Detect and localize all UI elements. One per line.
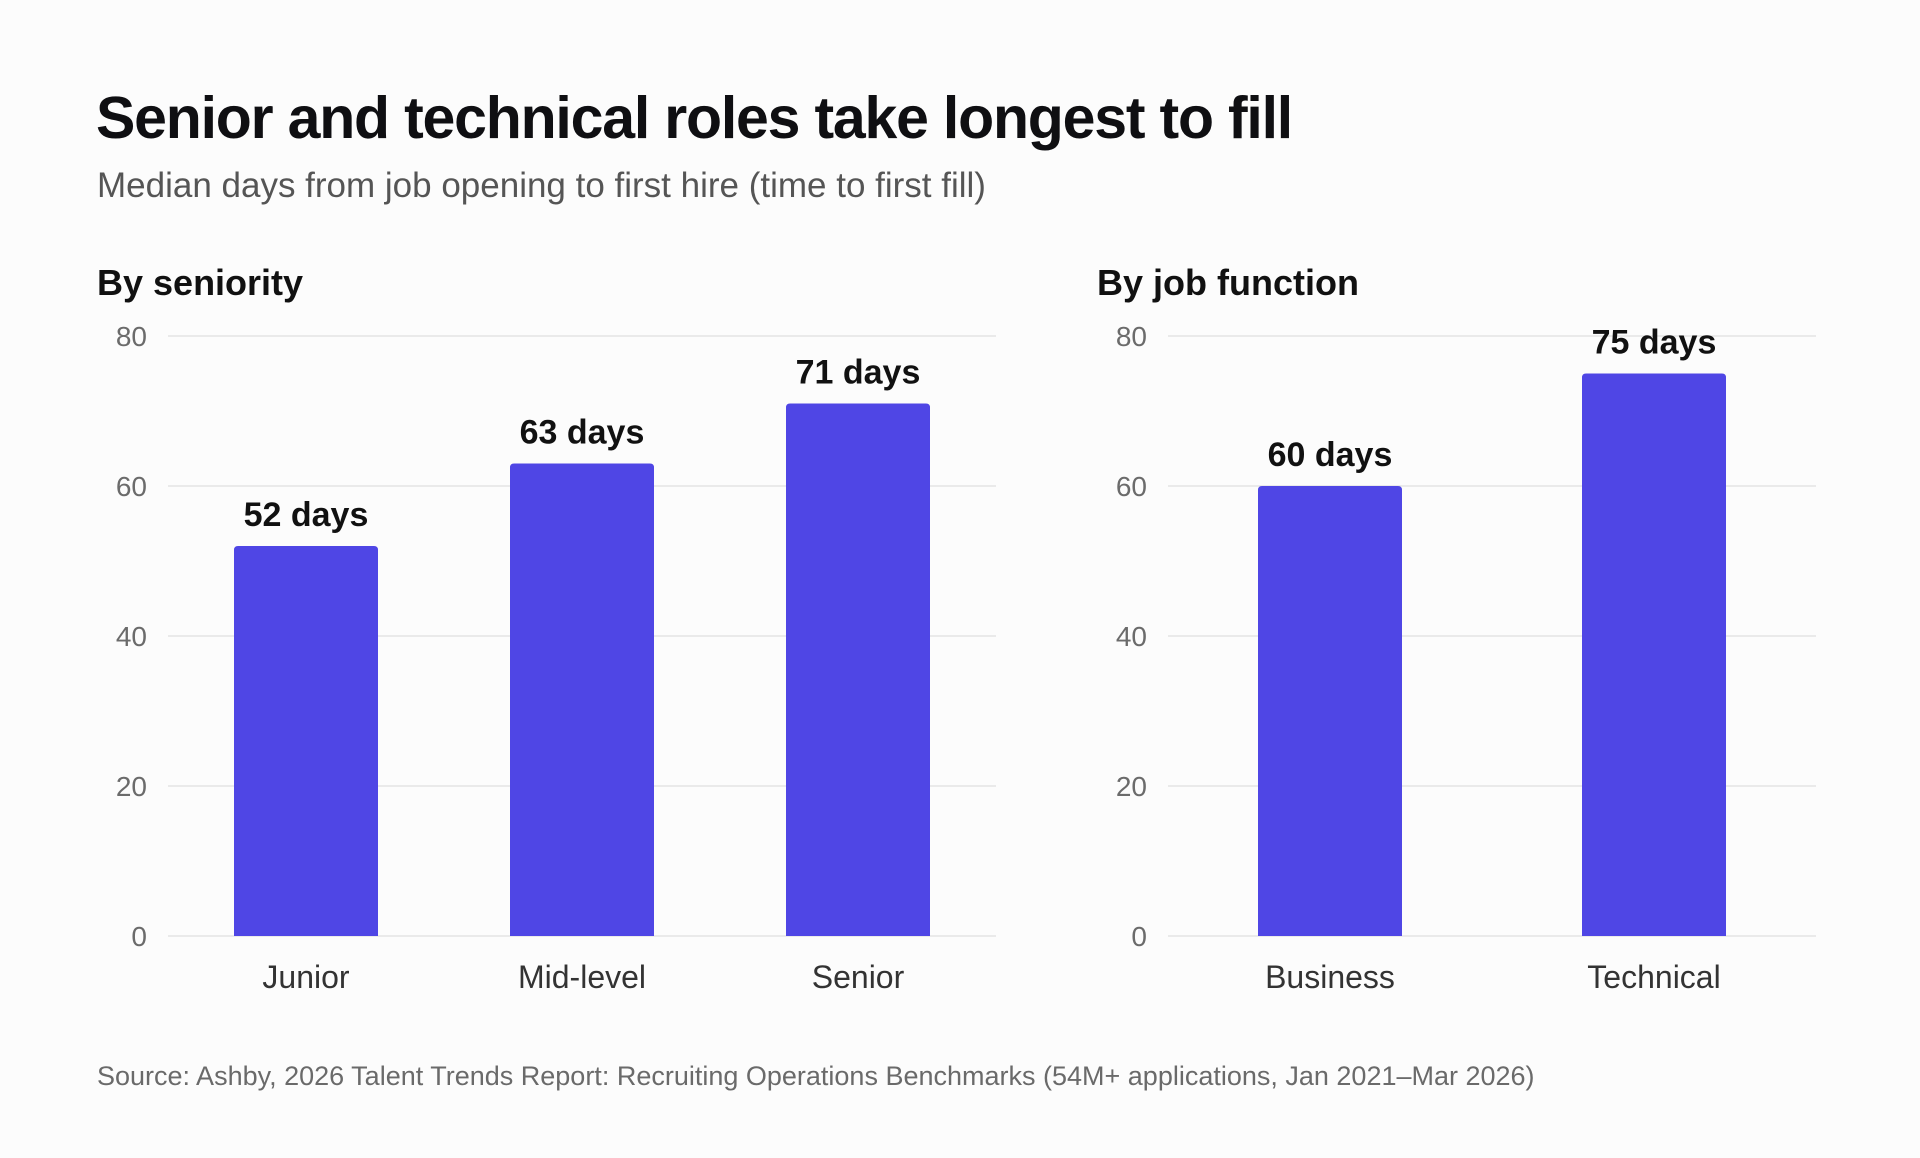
- y-tick-label: 40: [116, 621, 147, 652]
- y-tick-label: 80: [116, 321, 147, 352]
- y-tick-label: 60: [116, 471, 147, 502]
- bar-value-label: 71 days: [796, 354, 921, 392]
- y-tick-label: 20: [1116, 771, 1147, 802]
- chart-panel-job-function: 0 20 40 60 80 60 days Business 75 days Technical: [1116, 321, 1816, 995]
- chart-subtitle: Median days from job opening to first hi…: [97, 166, 986, 205]
- bar-technical: [1582, 373, 1726, 936]
- x-category-label: Mid-level: [518, 959, 646, 995]
- y-tick-label: 40: [1116, 621, 1147, 652]
- y-tick-label: 20: [116, 771, 147, 802]
- y-tick-label: 60: [1116, 471, 1147, 502]
- bar-value-label: 60 days: [1268, 436, 1393, 474]
- bar-value-label: 75 days: [1592, 324, 1717, 362]
- bar-senior: [786, 403, 930, 936]
- y-tick-label: 80: [1116, 321, 1147, 352]
- panel-title-seniority: By seniority: [97, 262, 304, 303]
- chart-panel-seniority: 0 20 40 60 80 52 days Junior 63 days Mid-level 71…: [116, 321, 996, 995]
- x-category-label: Technical: [1587, 959, 1720, 995]
- y-tick-label: 0: [1131, 921, 1147, 952]
- y-tick-label: 0: [131, 921, 147, 952]
- x-category-label: Business: [1265, 959, 1395, 995]
- panel-title-job-function: By job function: [1097, 262, 1359, 303]
- source-note: Source: Ashby, 2026 Talent Trends Report…: [97, 1061, 1535, 1091]
- x-category-label: Senior: [812, 959, 905, 995]
- bar-junior: [234, 546, 378, 936]
- x-category-label: Junior: [262, 959, 350, 995]
- bar-value-label: 63 days: [520, 414, 645, 452]
- bar-mid-level: [510, 463, 654, 936]
- bar-business: [1258, 486, 1402, 936]
- chart-title: Senior and technical roles take longest …: [96, 85, 1293, 151]
- bar-value-label: 52 days: [244, 496, 369, 534]
